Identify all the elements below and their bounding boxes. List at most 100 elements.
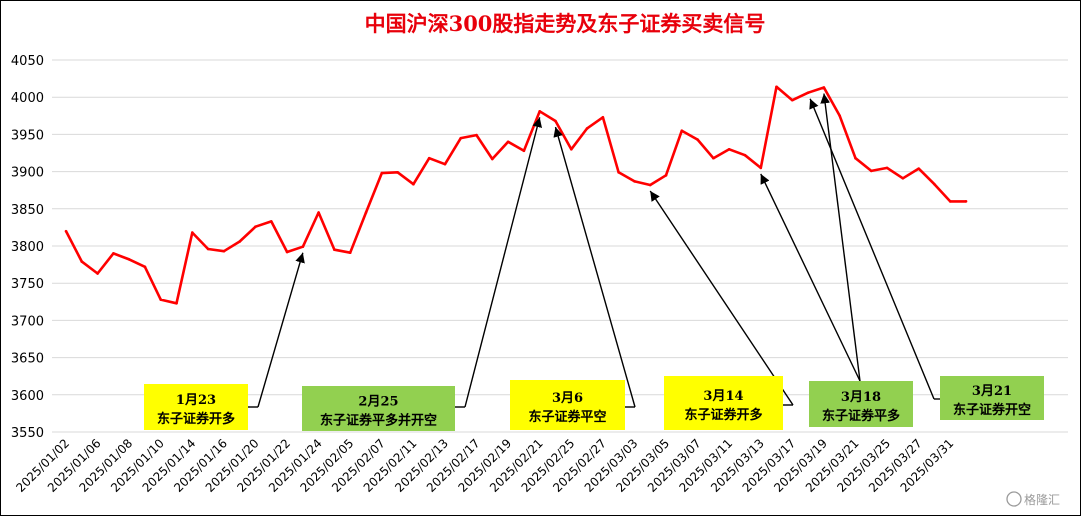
data-point xyxy=(206,247,210,251)
annotation-date: 2月25 xyxy=(358,395,398,410)
watermark-logo-icon xyxy=(1006,491,1022,507)
series-line xyxy=(64,85,966,305)
data-point xyxy=(917,167,920,170)
y-tick-label: 4000 xyxy=(11,91,44,106)
data-point xyxy=(64,229,68,233)
annotation-box xyxy=(510,380,625,430)
annotation-box xyxy=(940,376,1044,420)
data-point xyxy=(459,136,463,140)
data-point xyxy=(854,156,857,160)
annotation-label: 东子证券平空 xyxy=(528,409,606,425)
signal-arrow xyxy=(760,173,861,382)
signal-annotation: 3月14 东子证券开多 xyxy=(664,376,783,430)
data-point xyxy=(964,200,968,203)
annotation-label: 东子证券开多 xyxy=(157,411,235,427)
data-point xyxy=(585,127,589,130)
data-point xyxy=(412,182,415,186)
annotation-box xyxy=(809,381,913,427)
data-point xyxy=(948,200,952,203)
data-point xyxy=(159,298,163,301)
signal-arrow xyxy=(248,252,305,408)
data-point xyxy=(348,251,352,254)
data-point xyxy=(743,153,747,157)
data-point xyxy=(443,162,447,166)
annotation-label: 东子证券平多 xyxy=(822,408,900,424)
signal-annotation: 1月23 东子证券开多 xyxy=(144,384,248,430)
data-point xyxy=(238,240,241,243)
data-point xyxy=(869,169,873,173)
data-point xyxy=(522,149,526,153)
data-point xyxy=(380,171,384,175)
data-point xyxy=(112,252,115,255)
y-tick-label: 3800 xyxy=(11,240,44,255)
signal-annotation: 2月25 东子证券平多并开空 xyxy=(302,386,455,431)
data-point xyxy=(317,211,320,214)
data-point xyxy=(648,183,652,187)
data-point xyxy=(680,129,684,132)
signal-arrow xyxy=(553,126,636,408)
watermark: 格隆汇 xyxy=(1006,491,1060,507)
y-tick-label: 3950 xyxy=(11,128,44,143)
signal-arrows xyxy=(248,93,940,408)
data-point xyxy=(822,86,826,89)
data-point xyxy=(96,272,99,275)
data-point xyxy=(427,156,431,160)
data-point xyxy=(712,156,715,160)
annotation-label: 东子证券开多 xyxy=(684,407,762,423)
annotation-date: 1月23 xyxy=(176,393,216,408)
annotation-box xyxy=(144,384,248,430)
y-tick-label: 4050 xyxy=(11,54,44,69)
y-axis: 3550 3600 3650 3700 3750 3800 3850 3900 3950 4000… xyxy=(11,54,44,441)
data-point xyxy=(396,171,399,174)
data-point xyxy=(538,110,541,113)
watermark-text: 格隆汇 xyxy=(1024,492,1060,507)
signal-annotation: 3月18 东子证券平多 xyxy=(809,381,913,427)
signal-arrow xyxy=(809,98,940,400)
y-tick-label: 3650 xyxy=(11,352,44,367)
y-tick-label: 3700 xyxy=(11,314,44,329)
y-tick-label: 3850 xyxy=(11,203,44,218)
data-point xyxy=(933,182,936,186)
signal-arrow xyxy=(455,117,542,408)
signal-annotations: 1月23 东子证券开多 2月25 东子证券平多并开空 3月6 东子证券平空 3月14 东子证券… xyxy=(144,376,1044,431)
signal-annotation: 3月21 东子证券开空 xyxy=(940,376,1044,420)
y-tick-label: 3550 xyxy=(11,426,44,441)
data-point xyxy=(838,114,842,118)
data-point xyxy=(475,133,478,137)
signal-annotation: 3月6 东子证券平空 xyxy=(510,380,625,430)
chart-title: 中国沪深300股指走势及东子证券买卖信号 xyxy=(365,11,766,36)
data-point xyxy=(222,249,226,253)
data-point xyxy=(80,260,84,263)
x-axis: 2025/01/022025/01/062025/01/082025/01/10… xyxy=(13,436,956,495)
annotation-date: 3月6 xyxy=(552,391,583,406)
signal-arrow xyxy=(820,93,861,382)
data-point xyxy=(727,147,731,151)
data-point xyxy=(191,231,194,234)
annotation-label: 东子证券开空 xyxy=(953,402,1031,418)
data-point xyxy=(269,220,273,223)
annotation-box xyxy=(302,386,455,431)
data-point xyxy=(554,119,557,123)
data-point xyxy=(617,171,620,174)
y-tick-label: 3900 xyxy=(11,166,44,181)
annotation-date: 3月18 xyxy=(841,390,881,405)
data-point xyxy=(806,91,810,95)
data-point xyxy=(633,179,636,183)
data-point xyxy=(285,250,289,254)
y-tick-label: 3750 xyxy=(11,277,44,292)
data-point xyxy=(791,98,794,102)
annotation-date: 3月21 xyxy=(972,384,1012,399)
data-point xyxy=(491,157,494,161)
data-point xyxy=(127,258,131,261)
data-point xyxy=(333,248,336,252)
data-point xyxy=(254,225,257,228)
data-point xyxy=(901,176,905,180)
signal-arrow xyxy=(649,190,794,406)
data-point xyxy=(143,265,147,269)
data-point xyxy=(364,211,368,214)
data-point xyxy=(301,245,305,249)
annotation-date: 3月14 xyxy=(703,389,743,404)
data-point xyxy=(601,115,605,119)
data-point xyxy=(506,140,510,144)
